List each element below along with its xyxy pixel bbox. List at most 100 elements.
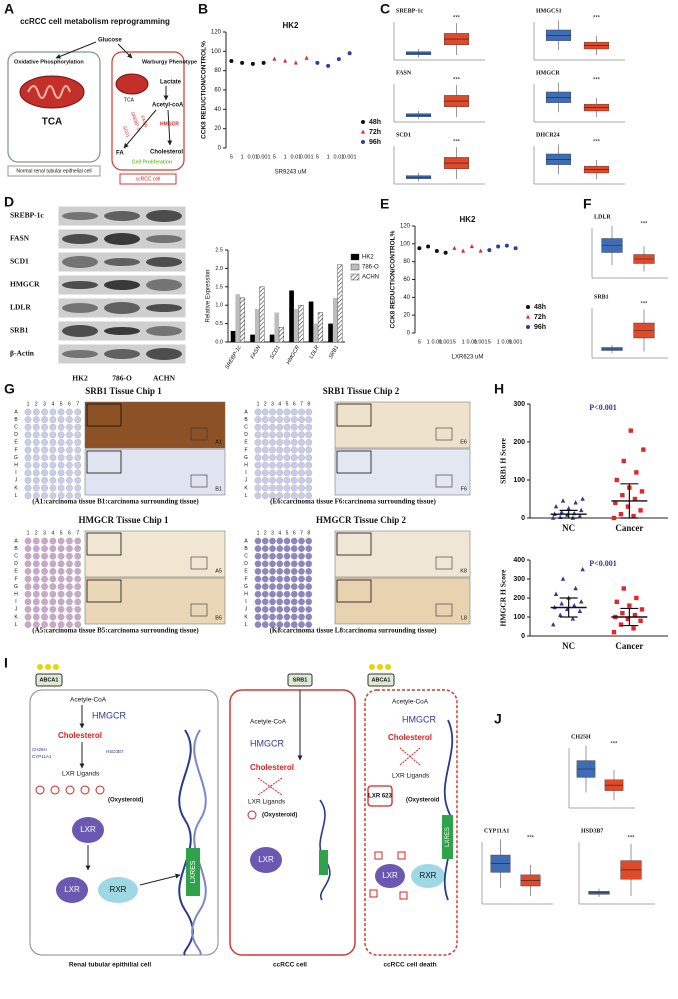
zoom-label: F6 (461, 486, 467, 492)
tissue-core (66, 590, 73, 598)
band (62, 256, 98, 268)
tissue-core (290, 446, 298, 454)
tissue-core (283, 575, 291, 583)
tissue-core (261, 469, 269, 477)
column-label: 2 (35, 401, 38, 407)
chart-title: HK2 (282, 21, 299, 30)
y-axis-label: CCK8 REDUCTION/CONTROL% (201, 41, 208, 139)
column-label: 5 (286, 530, 289, 536)
tissue-core (66, 583, 73, 590)
row-label: G (14, 584, 18, 590)
legend-label: ACHN (362, 275, 379, 281)
tissue-core (57, 545, 65, 552)
tissue-core (261, 431, 269, 439)
tissue-core (74, 590, 82, 598)
point (638, 618, 643, 623)
legend-swatch (350, 253, 360, 261)
tissue-core (261, 537, 269, 545)
band (104, 233, 140, 245)
tissue-core (41, 583, 48, 590)
tissue-core (298, 408, 305, 416)
tissue-core (305, 484, 313, 492)
row-label: L (15, 493, 18, 499)
y-tick-label: 2.0 (215, 266, 223, 272)
tissue-core (24, 552, 32, 560)
tissue-core (49, 575, 57, 583)
tissue-core (276, 598, 284, 606)
panel-label: D (4, 194, 14, 210)
tissue-core (49, 590, 57, 598)
column-label: 7 (76, 530, 79, 536)
label: ABCA1 (372, 677, 391, 683)
bar (317, 312, 324, 343)
lipid (377, 664, 383, 670)
inset (86, 532, 122, 556)
label: LXR Ligands (62, 771, 100, 778)
tissue-core (269, 568, 276, 575)
label: (Oxysteroid) (108, 798, 143, 804)
panel-label: C (380, 1, 390, 17)
ligand (35, 785, 45, 795)
y-tick-label: 20 (214, 126, 221, 132)
significance: *** (453, 16, 461, 22)
tissue-core (283, 423, 291, 431)
tissue-core (57, 575, 65, 583)
x-tick-label: Cancer (615, 523, 643, 533)
label: LXR (382, 871, 398, 880)
tissue-core (24, 446, 32, 454)
blocked (399, 747, 421, 766)
row-label: H (14, 463, 18, 469)
arrow (55, 41, 97, 59)
point (240, 60, 245, 65)
tissue-core (305, 469, 313, 477)
x-tick-label: 5 (418, 339, 421, 345)
tissue-core (298, 492, 305, 499)
y-tick-label: 20 (403, 313, 410, 319)
label: HMGCR (402, 714, 436, 724)
tissue-core (24, 545, 32, 552)
column-label: 2 (264, 530, 267, 536)
tissue-core (49, 416, 57, 423)
tissue-core (276, 568, 284, 575)
significance: *** (593, 78, 601, 84)
y-tick-label: 0.5 (215, 321, 223, 327)
label: LXR Ligands (392, 773, 430, 780)
inset (336, 403, 372, 427)
lipid (53, 664, 59, 670)
tissue-core (24, 598, 32, 606)
tissue-core (305, 537, 313, 545)
tissue-core (49, 606, 57, 613)
point (579, 599, 584, 604)
tissue-core (305, 568, 313, 575)
tissue-core (276, 545, 284, 552)
tissue-core (49, 461, 57, 469)
inset (336, 532, 372, 556)
y-tick-label: 0.0 (215, 339, 223, 345)
tissue-core (49, 431, 57, 439)
tissue-core (269, 598, 276, 606)
tissue-core (74, 439, 82, 446)
tissue-core (32, 469, 40, 477)
tissue-core (57, 431, 65, 439)
plot-title: HMGCR (536, 70, 560, 76)
tissue-core (276, 606, 284, 613)
row-label: B (14, 417, 18, 423)
tissue-core (32, 423, 40, 431)
tissue-core (57, 446, 65, 454)
column-label: 6 (293, 530, 296, 536)
band (146, 279, 182, 291)
tissue-core (49, 568, 57, 575)
tissue-core (49, 454, 57, 461)
row-label: K (14, 614, 18, 620)
band (104, 349, 140, 359)
row-label: L (245, 622, 248, 628)
tissue-core (305, 446, 313, 454)
tissue-core (66, 545, 73, 552)
tissue-core (283, 469, 291, 477)
x-tick-label: 1 (497, 339, 500, 345)
row-label: A (244, 409, 248, 415)
point (426, 244, 431, 249)
tissue-core (276, 537, 284, 545)
tissue-core (57, 492, 65, 499)
tissue-core (283, 439, 291, 446)
